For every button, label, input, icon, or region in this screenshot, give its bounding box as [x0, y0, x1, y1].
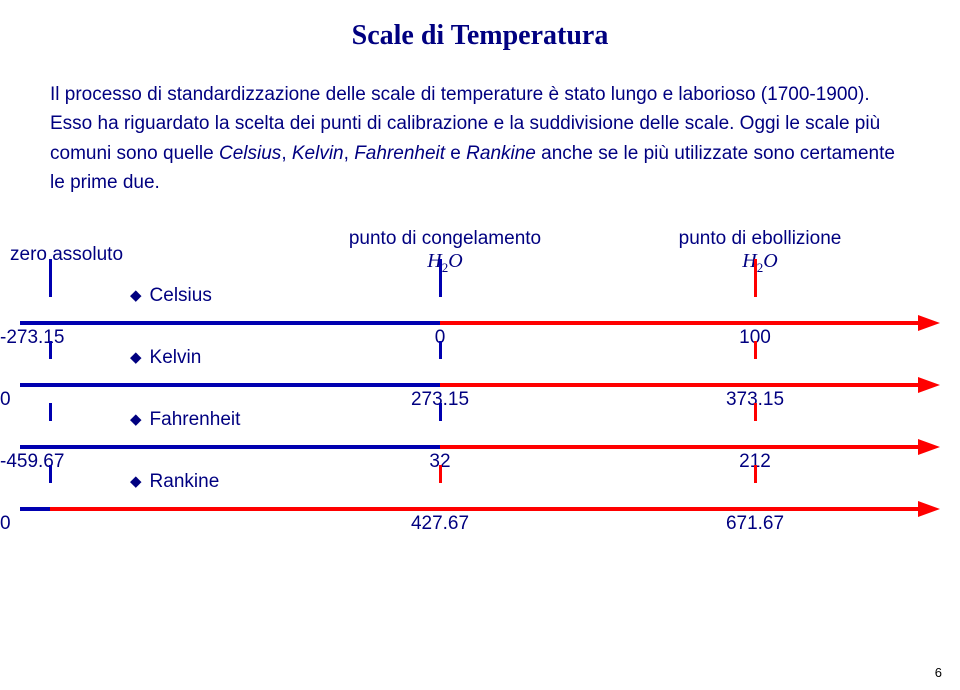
- page-title: Scale di Temperatura: [50, 20, 910, 52]
- tick-mark: [754, 341, 757, 359]
- h2o-boil: H2O: [742, 250, 777, 272]
- scale-label: ◆Kelvin: [130, 347, 201, 369]
- page-number: 6: [935, 665, 942, 680]
- tick-mark: [49, 403, 52, 421]
- freeze-text: punto di congelamento: [349, 228, 541, 249]
- scale-row-fahrenheit: ◆Fahrenheit-459.6732212: [0, 407, 960, 469]
- label-absolute-zero: zero assoluto: [0, 244, 140, 266]
- line-blue: [20, 507, 50, 511]
- scale-kelvin: Kelvin: [292, 143, 344, 164]
- scale-rankine: Rankine: [466, 143, 536, 164]
- tick-mark: [439, 403, 442, 421]
- scale-label: ◆Fahrenheit: [130, 409, 240, 431]
- bullet-icon: ◆: [130, 473, 142, 490]
- arrowhead-icon: [918, 439, 940, 455]
- label-boiling-point: punto di ebollizione H2O: [645, 228, 875, 276]
- scale-row-kelvin: ◆Kelvin0273.15373.15: [0, 345, 960, 407]
- line-blue: [20, 445, 440, 449]
- boil-text: punto di ebollizione: [679, 228, 842, 249]
- scale-row-celsius: ◆Celsius-273.150100: [0, 283, 960, 345]
- arrowhead-icon: [918, 377, 940, 393]
- tick-value: 0: [0, 513, 110, 535]
- bullet-icon: ◆: [130, 287, 142, 304]
- tick-mark: [439, 341, 442, 359]
- tick-mark: [49, 259, 52, 297]
- scale-label: ◆Rankine: [130, 471, 219, 493]
- bullet-icon: ◆: [130, 411, 142, 428]
- tick-mark: [754, 465, 757, 483]
- tick-mark: [754, 259, 757, 297]
- tick-mark: [439, 465, 442, 483]
- intro-paragraph: Il processo di standardizzazione delle s…: [50, 80, 910, 198]
- scale-row-rankine: ◆Rankine0427.67671.67: [0, 469, 960, 531]
- tick-value: 671.67: [695, 513, 815, 535]
- temperature-scale-diagram: zero assoluto punto di congelamento H2O …: [0, 228, 960, 531]
- line-red: [440, 445, 918, 449]
- label-freezing-point: punto di congelamento H2O: [330, 228, 560, 276]
- arrowhead-icon: [918, 501, 940, 517]
- line-red: [50, 507, 918, 511]
- tick-mark: [49, 465, 52, 483]
- tick-mark: [754, 403, 757, 421]
- arrowhead-icon: [918, 315, 940, 331]
- scale-label: ◆Celsius: [130, 285, 212, 307]
- line-red: [440, 321, 918, 325]
- line-blue: [20, 321, 440, 325]
- bullet-icon: ◆: [130, 349, 142, 366]
- line-red: [440, 383, 918, 387]
- tick-mark: [49, 341, 52, 359]
- scale-fahrenheit: Fahrenheit: [354, 143, 445, 164]
- line-blue: [20, 383, 440, 387]
- scale-celsius: Celsius: [219, 143, 281, 164]
- tick-mark: [439, 259, 442, 297]
- tick-value: 427.67: [380, 513, 500, 535]
- h2o-freeze: H2O: [427, 250, 462, 272]
